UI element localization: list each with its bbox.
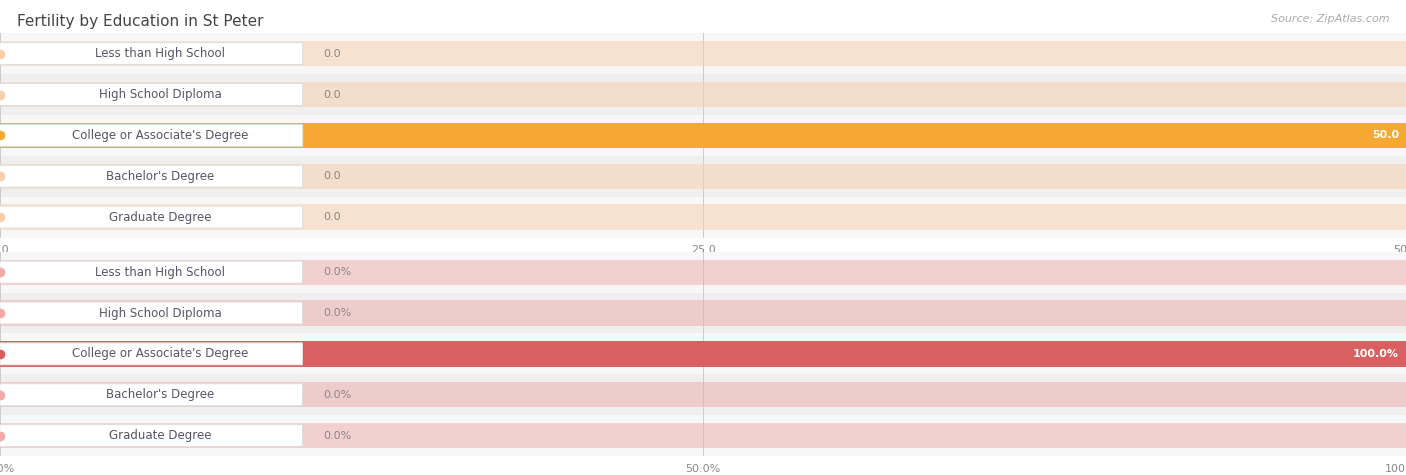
Text: 0.0%: 0.0% bbox=[323, 390, 352, 400]
Text: 50.0: 50.0 bbox=[1372, 130, 1399, 141]
Text: Fertility by Education in St Peter: Fertility by Education in St Peter bbox=[17, 14, 263, 29]
Text: Graduate Degree: Graduate Degree bbox=[108, 429, 211, 442]
FancyBboxPatch shape bbox=[0, 43, 302, 65]
Text: 100.0%: 100.0% bbox=[1353, 349, 1399, 359]
Bar bbox=[0, 197, 1406, 238]
Bar bbox=[0, 204, 1406, 230]
Text: High School Diploma: High School Diploma bbox=[98, 88, 222, 101]
Text: Less than High School: Less than High School bbox=[96, 47, 225, 60]
Text: 0.0%: 0.0% bbox=[323, 308, 352, 318]
Text: 0.0: 0.0 bbox=[323, 212, 342, 222]
Bar bbox=[0, 423, 1406, 448]
Text: Bachelor's Degree: Bachelor's Degree bbox=[105, 388, 214, 401]
Text: Graduate Degree: Graduate Degree bbox=[108, 210, 211, 224]
Text: 0.0: 0.0 bbox=[323, 48, 342, 59]
Text: 0.0: 0.0 bbox=[323, 89, 342, 100]
Bar bbox=[0, 341, 1406, 367]
Text: College or Associate's Degree: College or Associate's Degree bbox=[72, 129, 249, 142]
Bar bbox=[0, 293, 1406, 333]
FancyBboxPatch shape bbox=[0, 124, 302, 146]
Text: Source: ZipAtlas.com: Source: ZipAtlas.com bbox=[1271, 14, 1389, 24]
FancyBboxPatch shape bbox=[0, 84, 302, 105]
Text: 0.0: 0.0 bbox=[323, 171, 342, 181]
Bar bbox=[0, 163, 1406, 189]
Text: 0.0%: 0.0% bbox=[323, 430, 352, 441]
FancyBboxPatch shape bbox=[0, 165, 302, 187]
Bar bbox=[0, 123, 1406, 148]
FancyBboxPatch shape bbox=[0, 302, 302, 324]
Bar bbox=[0, 123, 1406, 148]
Bar bbox=[0, 341, 1406, 367]
Bar bbox=[0, 156, 1406, 197]
Text: High School Diploma: High School Diploma bbox=[98, 306, 222, 320]
Bar bbox=[0, 259, 1406, 285]
FancyBboxPatch shape bbox=[0, 343, 302, 365]
Bar bbox=[0, 300, 1406, 326]
Text: Less than High School: Less than High School bbox=[96, 266, 225, 279]
Bar bbox=[0, 115, 1406, 156]
Bar bbox=[0, 82, 1406, 107]
Bar bbox=[0, 252, 1406, 293]
FancyBboxPatch shape bbox=[0, 425, 302, 446]
Bar bbox=[0, 333, 1406, 374]
FancyBboxPatch shape bbox=[0, 261, 302, 283]
Bar bbox=[0, 41, 1406, 66]
FancyBboxPatch shape bbox=[0, 384, 302, 406]
Bar bbox=[0, 374, 1406, 415]
Bar bbox=[0, 74, 1406, 115]
Bar bbox=[0, 415, 1406, 456]
Bar bbox=[0, 382, 1406, 408]
Bar bbox=[0, 33, 1406, 74]
Text: College or Associate's Degree: College or Associate's Degree bbox=[72, 347, 249, 361]
Text: Bachelor's Degree: Bachelor's Degree bbox=[105, 170, 214, 183]
Text: 0.0%: 0.0% bbox=[323, 267, 352, 277]
FancyBboxPatch shape bbox=[0, 206, 302, 228]
